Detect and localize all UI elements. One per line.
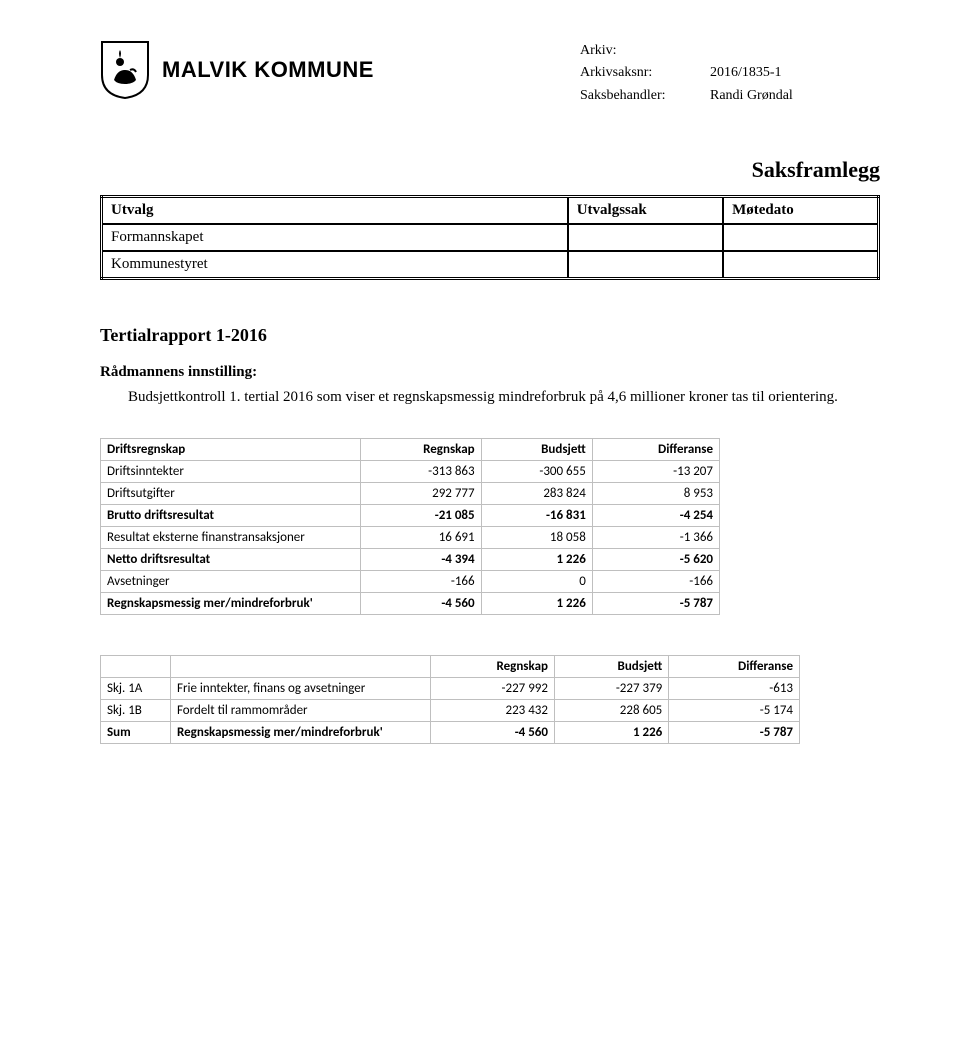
summary-code-cell: Skj. 1B <box>101 700 171 722</box>
drift-differanse-cell: -5 787 <box>592 593 719 615</box>
drift-differanse-cell: -13 207 <box>592 461 719 483</box>
drift-row: Brutto driftsresultat-21 085-16 831-4 25… <box>101 505 720 527</box>
summary-header-row: Regnskap Budsjett Differanse <box>101 656 800 678</box>
summary-label-cell: Regnskapsmessig mer/mindreforbruk' <box>171 722 431 744</box>
drift-row: Netto driftsresultat-4 3941 226-5 620 <box>101 549 720 571</box>
drift-header-label: Driftsregnskap <box>101 439 361 461</box>
summary-regnskap-cell: 223 432 <box>431 700 555 722</box>
meta-saksbehandler-value: Randi Grøndal <box>710 85 793 107</box>
summary-code-cell: Sum <box>101 722 171 744</box>
drift-differanse-cell: -5 620 <box>592 549 719 571</box>
summary-budsjett-cell: 228 605 <box>554 700 668 722</box>
utvalgssak-cell <box>568 251 723 279</box>
drift-label-cell: Driftsinntekter <box>101 461 361 483</box>
drift-regnskap-cell: -313 863 <box>361 461 482 483</box>
meta-arkivsaksnr: Arkivsaksnr: 2016/1835-1 <box>580 62 880 84</box>
summary-differanse-cell: -5 174 <box>669 700 800 722</box>
utvalg-header-utvalgssak: Utvalgssak <box>568 197 723 225</box>
municipality-shield-icon <box>100 40 150 100</box>
drift-table: Driftsregnskap Regnskap Budsjett Differa… <box>100 438 720 615</box>
drift-header-budsjett: Budsjett <box>481 439 592 461</box>
motedato-cell <box>723 224 878 251</box>
drift-budsjett-cell: 1 226 <box>481 593 592 615</box>
summary-budsjett-cell: -227 379 <box>554 678 668 700</box>
utvalg-cell: Formannskapet <box>102 224 568 251</box>
drift-row: Resultat eksterne finanstransaksjoner16 … <box>101 527 720 549</box>
utvalg-header-motedato: Møtedato <box>723 197 878 225</box>
drift-differanse-cell: -166 <box>592 571 719 593</box>
summary-differanse-cell: -613 <box>669 678 800 700</box>
drift-budsjett-cell: 0 <box>481 571 592 593</box>
utvalg-cell: Kommunestyret <box>102 251 568 279</box>
summary-row: SumRegnskapsmessig mer/mindreforbruk'-4 … <box>101 722 800 744</box>
utvalgssak-cell <box>568 224 723 251</box>
drift-label-cell: Brutto driftsresultat <box>101 505 361 527</box>
drift-regnskap-cell: -21 085 <box>361 505 482 527</box>
summary-differanse-cell: -5 787 <box>669 722 800 744</box>
drift-budsjett-cell: 18 058 <box>481 527 592 549</box>
drift-header-regnskap: Regnskap <box>361 439 482 461</box>
meta-arkiv: Arkiv: <box>580 40 880 62</box>
section-title: Tertialrapport 1-2016 <box>100 325 880 346</box>
drift-label-cell: Avsetninger <box>101 571 361 593</box>
summary-header-blank1 <box>101 656 171 678</box>
drift-header-row: Driftsregnskap Regnskap Budsjett Differa… <box>101 439 720 461</box>
summary-header-differanse: Differanse <box>669 656 800 678</box>
summary-label-cell: Fordelt til rammområder <box>171 700 431 722</box>
drift-regnskap-cell: -4 560 <box>361 593 482 615</box>
drift-label-cell: Driftsutgifter <box>101 483 361 505</box>
summary-row: Skj. 1BFordelt til rammområder223 432228… <box>101 700 800 722</box>
summary-budsjett-cell: 1 226 <box>554 722 668 744</box>
drift-budsjett-cell: -300 655 <box>481 461 592 483</box>
motedato-cell <box>723 251 878 279</box>
drift-differanse-cell: -4 254 <box>592 505 719 527</box>
sub-title: Rådmannens innstilling: <box>100 364 880 381</box>
drift-regnskap-cell: -166 <box>361 571 482 593</box>
meta-block: Arkiv: Arkivsaksnr: 2016/1835-1 Saksbeha… <box>580 40 880 107</box>
saksframlegg-heading: Saksframlegg <box>100 157 880 183</box>
drift-budsjett-cell: -16 831 <box>481 505 592 527</box>
summary-regnskap-cell: -227 992 <box>431 678 555 700</box>
drift-header-differanse: Differanse <box>592 439 719 461</box>
drift-differanse-cell: -1 366 <box>592 527 719 549</box>
utvalg-header-utvalg: Utvalg <box>102 197 568 225</box>
summary-header-budsjett: Budsjett <box>554 656 668 678</box>
meta-saksbehandler-label: Saksbehandler: <box>580 85 710 107</box>
meta-arkivsaksnr-label: Arkivsaksnr: <box>580 62 710 84</box>
utvalg-table: Utvalg Utvalgssak Møtedato Formannskapet… <box>100 195 880 280</box>
drift-differanse-cell: 8 953 <box>592 483 719 505</box>
summary-regnskap-cell: -4 560 <box>431 722 555 744</box>
drift-budsjett-cell: 283 824 <box>481 483 592 505</box>
org-name: MALVIK KOMMUNE <box>162 57 374 83</box>
drift-budsjett-cell: 1 226 <box>481 549 592 571</box>
summary-row: Skj. 1AFrie inntekter, finans og avsetni… <box>101 678 800 700</box>
drift-regnskap-cell: 292 777 <box>361 483 482 505</box>
summary-header-blank2 <box>171 656 431 678</box>
drift-label-cell: Netto driftsresultat <box>101 549 361 571</box>
drift-row: Avsetninger-1660-166 <box>101 571 720 593</box>
summary-header-regnskap: Regnskap <box>431 656 555 678</box>
summary-code-cell: Skj. 1A <box>101 678 171 700</box>
body-text: Budsjettkontroll 1. tertial 2016 som vis… <box>100 387 880 408</box>
document-header: MALVIK KOMMUNE Arkiv: Arkivsaksnr: 2016/… <box>100 40 880 107</box>
summary-label-cell: Frie inntekter, finans og avsetninger <box>171 678 431 700</box>
drift-label-cell: Resultat eksterne finanstransaksjoner <box>101 527 361 549</box>
drift-row: Driftsinntekter-313 863-300 655-13 207 <box>101 461 720 483</box>
drift-regnskap-cell: -4 394 <box>361 549 482 571</box>
drift-row: Regnskapsmessig mer/mindreforbruk'-4 560… <box>101 593 720 615</box>
summary-table: Regnskap Budsjett Differanse Skj. 1AFrie… <box>100 655 800 744</box>
drift-regnskap-cell: 16 691 <box>361 527 482 549</box>
meta-arkivsaksnr-value: 2016/1835-1 <box>710 62 782 84</box>
drift-label-cell: Regnskapsmessig mer/mindreforbruk' <box>101 593 361 615</box>
logo-block: MALVIK KOMMUNE <box>100 40 580 100</box>
utvalg-row: Formannskapet <box>102 224 879 251</box>
utvalg-header-row: Utvalg Utvalgssak Møtedato <box>102 197 879 225</box>
meta-saksbehandler: Saksbehandler: Randi Grøndal <box>580 85 880 107</box>
drift-row: Driftsutgifter292 777283 8248 953 <box>101 483 720 505</box>
meta-arkiv-label: Arkiv: <box>580 40 710 62</box>
utvalg-row: Kommunestyret <box>102 251 879 279</box>
